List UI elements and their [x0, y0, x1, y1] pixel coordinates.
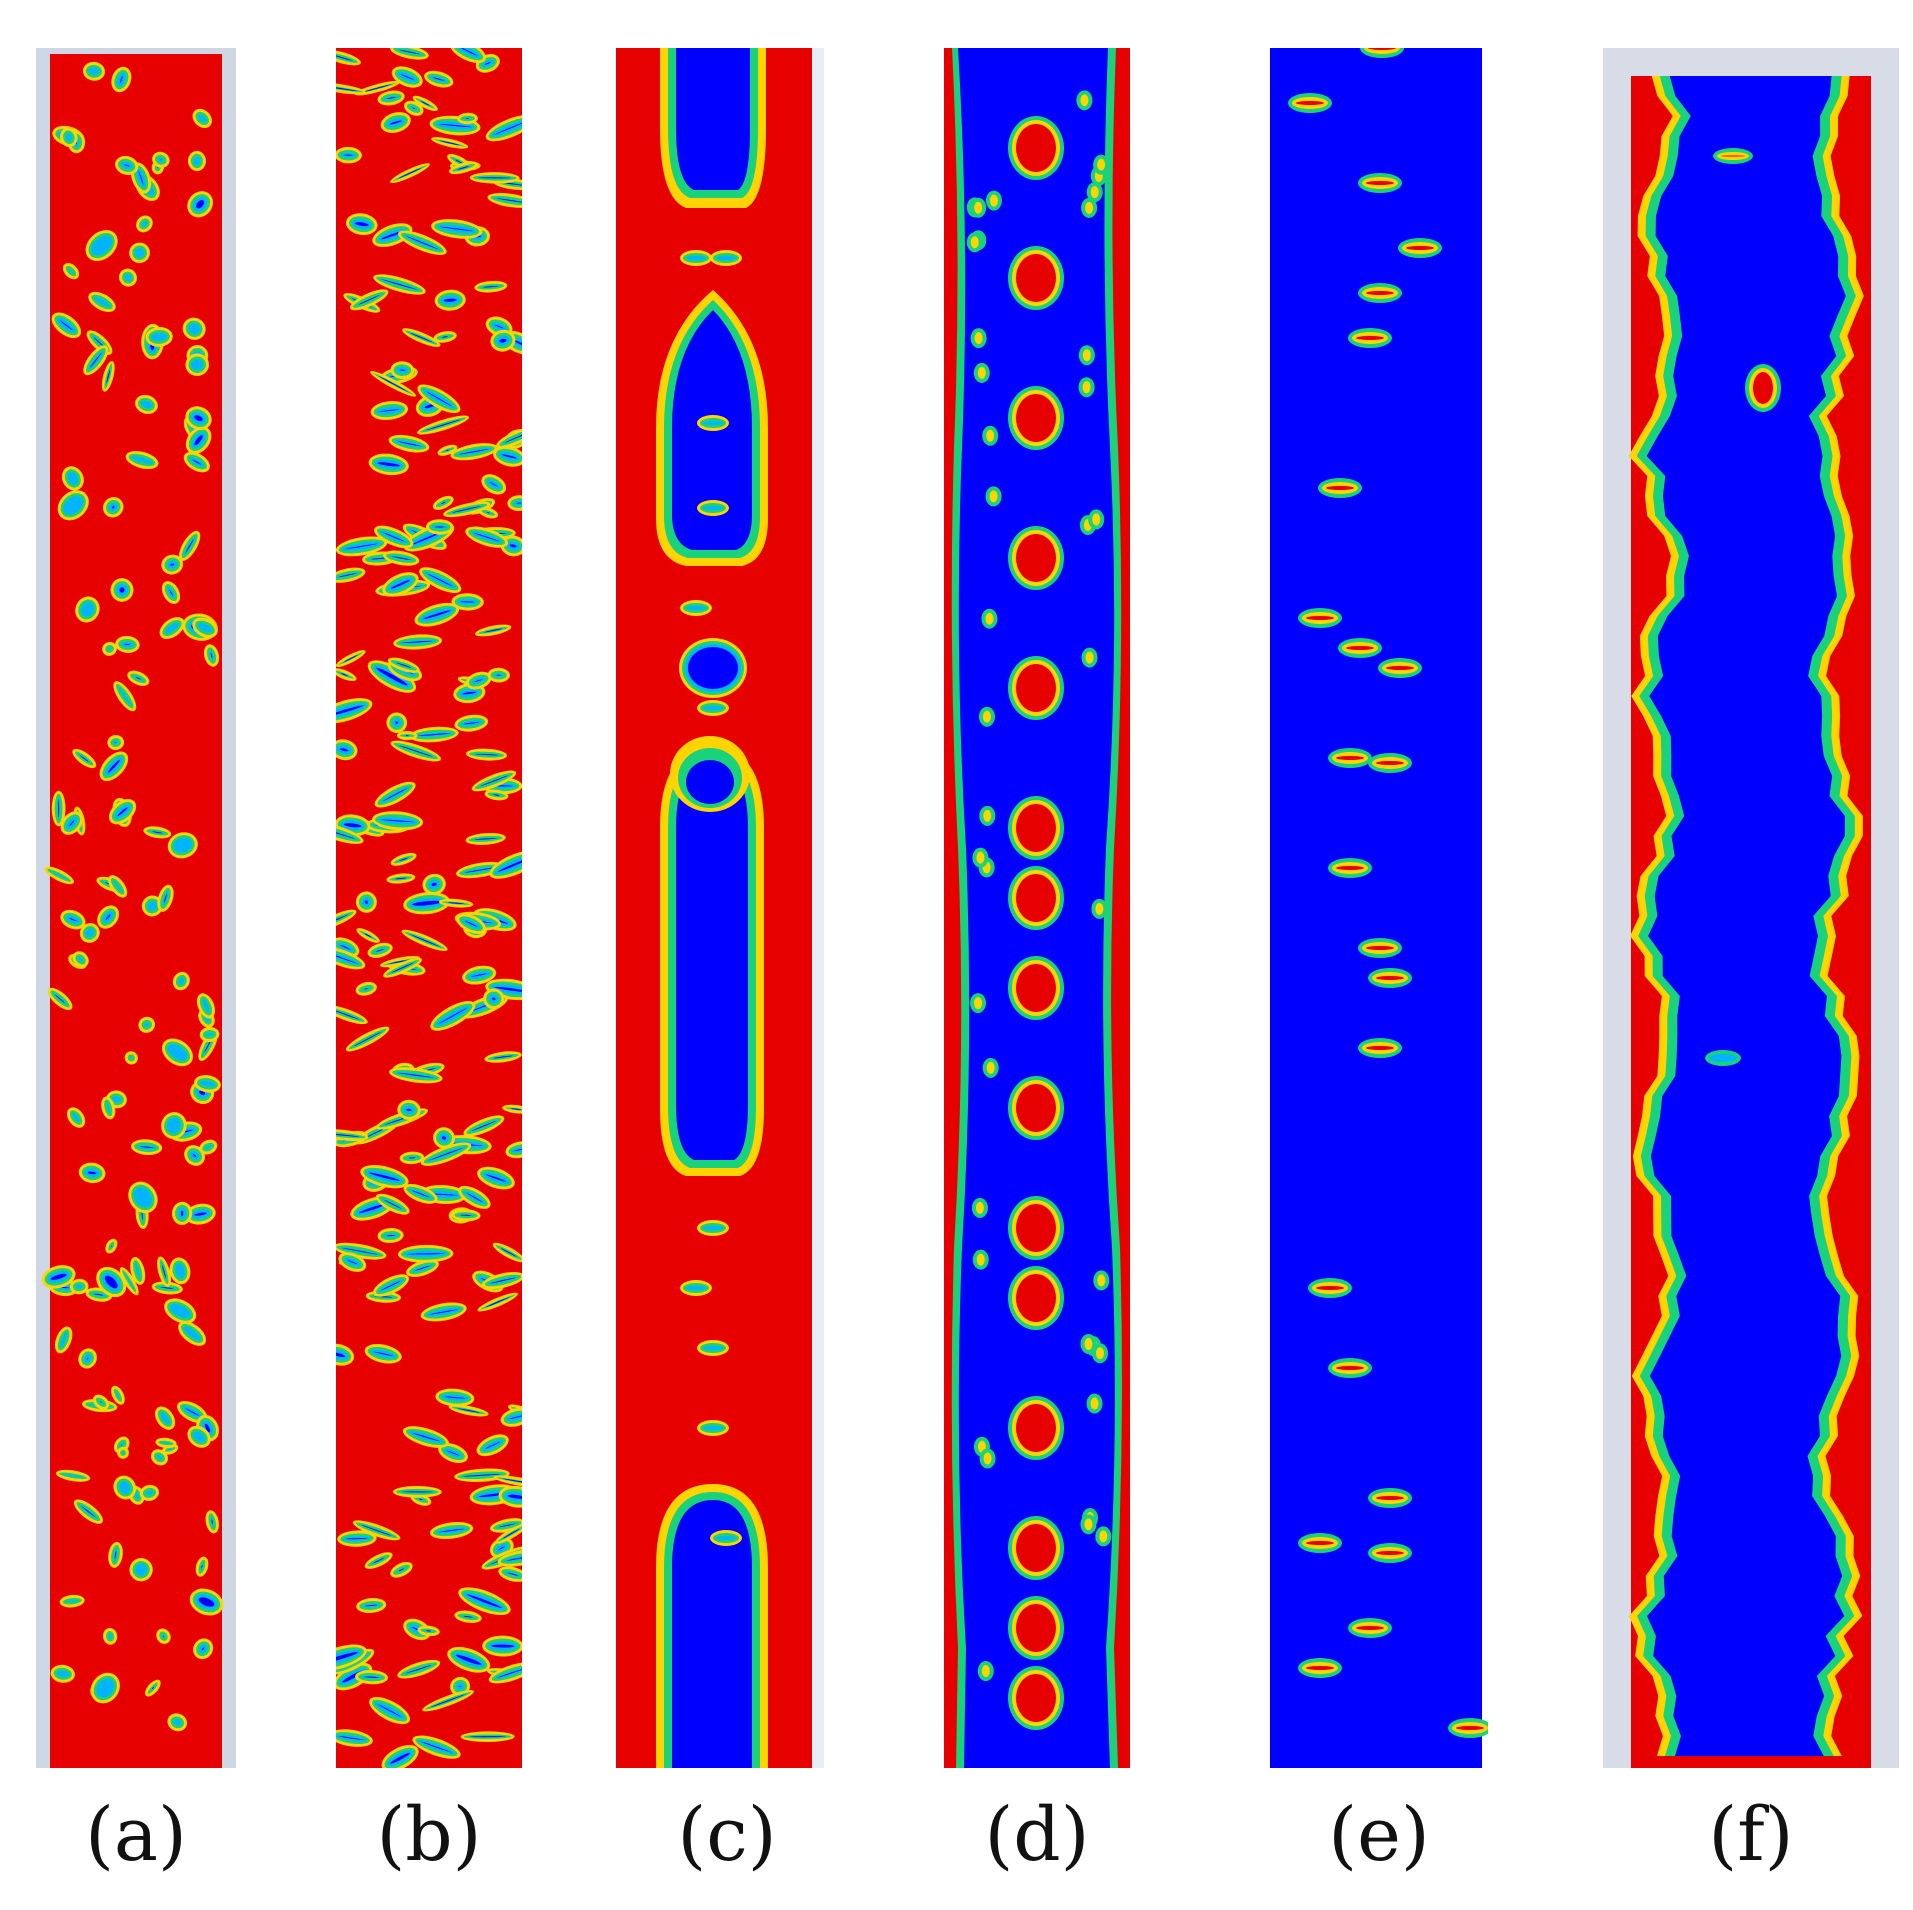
contour-image-c	[616, 48, 838, 1768]
contour-image-d	[944, 48, 1130, 1768]
contour-image-f	[1603, 48, 1899, 1768]
contour-image-e	[1270, 48, 1488, 1768]
panel-label-a: (a)	[85, 1792, 187, 1878]
panel-label-b: (b)	[376, 1792, 482, 1878]
contour-panel-a	[36, 48, 236, 1768]
contour-panel-f	[1603, 48, 1899, 1768]
panel-label-c: (c)	[677, 1792, 777, 1878]
contour-image-b	[336, 48, 522, 1768]
contour-panel-c	[616, 48, 838, 1768]
contour-panel-b	[336, 48, 522, 1768]
contour-panel-d	[944, 48, 1130, 1768]
panel-label-e: (e)	[1328, 1792, 1430, 1878]
contour-image-a	[36, 48, 236, 1768]
panel-label-d: (d)	[984, 1792, 1090, 1878]
contour-panel-e	[1270, 48, 1488, 1768]
panel-label-f: (f)	[1708, 1792, 1794, 1878]
